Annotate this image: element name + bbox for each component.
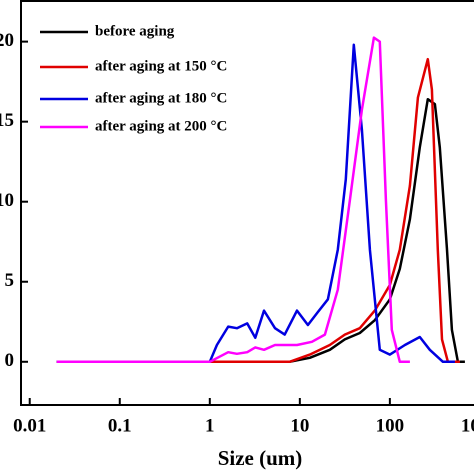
x-tick-label: 10	[290, 415, 309, 436]
y-tick-label: 10	[0, 190, 14, 211]
y-tick-label: 20	[0, 30, 14, 51]
y-tick-label: 5	[5, 270, 15, 291]
x-tick-label: 100	[376, 415, 405, 436]
series-line	[56, 36, 410, 364]
legend-label: after aging at 200 °C	[95, 118, 227, 134]
x-tick-label: 0.01	[13, 415, 46, 436]
x-tick-label: 1000	[461, 415, 474, 436]
legend-label: before aging	[95, 23, 175, 39]
x-tick-label: 1	[205, 415, 215, 436]
y-tick-label: 0	[5, 350, 15, 371]
x-tick-label: 0.1	[108, 415, 132, 436]
plot-frame	[20, 0, 474, 406]
legend-label: after aging at 180 °C	[95, 90, 227, 106]
legend-label: after aging at 150 °C	[95, 58, 227, 74]
series-line	[56, 43, 455, 364]
series-line	[56, 97, 465, 364]
series-line	[56, 57, 460, 364]
x-axis-label: Size (um)	[218, 446, 303, 470]
y-tick-label: 15	[0, 110, 14, 131]
